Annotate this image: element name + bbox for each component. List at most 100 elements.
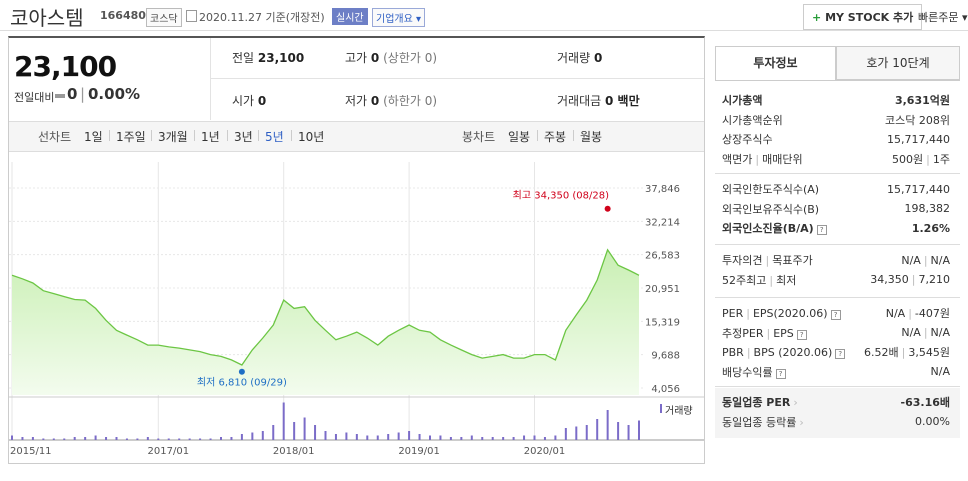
volume-bar xyxy=(324,431,327,440)
row-label-group: 시가총액순위 xyxy=(722,112,783,128)
tab-sep xyxy=(537,130,538,141)
volume-bar xyxy=(387,434,390,440)
tab-invest[interactable]: 투자정보 xyxy=(715,46,836,80)
candle-tab[interactable]: 주봉 xyxy=(544,130,567,144)
row-value-group: N/A xyxy=(931,365,950,378)
row-label-group: 외국인소진율(B/A)? xyxy=(722,220,827,236)
row-label: PBR xyxy=(722,345,744,359)
row-value: 500원 xyxy=(892,152,924,166)
candle-tab[interactable]: 일봉 xyxy=(508,130,531,144)
info-row: 투자의견 | 목표주가 N/A | N/A xyxy=(722,251,950,269)
period-tab[interactable]: 10년 xyxy=(298,130,325,144)
stock-name: 코아스템 xyxy=(10,6,84,30)
tab-sep xyxy=(258,130,259,141)
row-label-group: 추정PER | EPS? xyxy=(722,325,807,341)
row-value-group: 34,350 | 7,210 xyxy=(870,273,950,286)
section-rule xyxy=(715,173,960,174)
row-label: 외국인한도주식수(A) xyxy=(722,183,820,196)
row-label2: 최저 xyxy=(776,273,797,287)
volume-bar xyxy=(136,438,139,440)
volume-bar xyxy=(94,435,97,440)
row-label-group: 동일업종 PER › xyxy=(722,394,801,410)
divider xyxy=(211,78,704,79)
volume-bar xyxy=(31,437,34,440)
annotation-dot xyxy=(604,205,611,212)
volume-bar xyxy=(564,428,567,440)
volume-bar xyxy=(554,435,557,440)
volume-bar xyxy=(303,417,306,440)
info-value: 23,100 xyxy=(257,51,305,65)
row-label: 시가총액 xyxy=(722,94,763,107)
volume-bar xyxy=(543,437,546,440)
volume-bar xyxy=(355,434,358,440)
quick-order[interactable]: 빠른주문 ▾ xyxy=(918,11,968,24)
volume-bar xyxy=(84,437,87,440)
tab-orderbook[interactable]: 호가 10단계 xyxy=(836,46,960,80)
tab-rule xyxy=(715,80,960,81)
row-label: 시가총액순위 xyxy=(722,113,783,127)
overview-button[interactable]: 기업개요 ▾ xyxy=(372,8,426,27)
row-label-group: 동일업종 등락률 › xyxy=(722,414,807,430)
line-chart-label: 선차트 xyxy=(38,130,72,144)
volume-bar xyxy=(240,434,243,440)
row-value: N/A xyxy=(901,253,921,267)
volume-bar xyxy=(470,435,473,440)
row-label2: EPS xyxy=(773,326,794,340)
info-row: 동일업종 등락률 › 0.00% xyxy=(722,413,950,431)
period-tab[interactable]: 5년 xyxy=(265,130,284,144)
volume-bar xyxy=(533,435,536,440)
row-value-group: 15,717,440 xyxy=(887,183,950,196)
volume-bar xyxy=(397,432,400,440)
period-tab[interactable]: 3개월 xyxy=(158,130,188,144)
row-label: 액면가 xyxy=(722,152,753,166)
volume-bar xyxy=(251,432,254,440)
info-row: PER | EPS(2020.06)? N/A | -407원 xyxy=(722,304,950,322)
price-line xyxy=(11,248,640,366)
row-value: 1.26% xyxy=(911,221,950,235)
volume-bar xyxy=(293,422,296,440)
row-label-group: 배당수익률? xyxy=(722,364,786,380)
separator: | xyxy=(746,306,750,320)
separator: | xyxy=(923,326,928,339)
period-tab[interactable]: 3년 xyxy=(234,130,253,144)
calendar-icon xyxy=(186,10,197,22)
tab-sep xyxy=(291,130,292,141)
change-sep: | xyxy=(80,85,86,103)
row-label: 추정PER xyxy=(722,326,764,340)
row-value2: -407원 xyxy=(914,307,950,320)
row-label-group: PBR | BPS (2020.06)? xyxy=(722,345,846,359)
info-note: (하한가 0) xyxy=(383,94,438,108)
candle-tab[interactable]: 월봉 xyxy=(580,130,603,144)
info-label: 시가 xyxy=(232,94,255,108)
tab-bar xyxy=(9,121,704,152)
my-stock-button[interactable]: + MY STOCK 추가 xyxy=(803,4,923,30)
section-rule xyxy=(715,297,960,298)
volume-bar xyxy=(606,410,609,440)
realtime-badge[interactable]: 실시간 xyxy=(332,8,368,25)
flat-icon xyxy=(55,94,65,98)
row-label: 배당수익률 xyxy=(722,365,773,379)
x-tick-label: 2015/11 xyxy=(10,446,52,457)
volume-bar xyxy=(42,438,45,440)
row-value-group: 0.00% xyxy=(915,415,950,428)
info-value: 0 백만 xyxy=(605,94,640,108)
section-rule xyxy=(715,386,960,387)
period-tab[interactable]: 1년 xyxy=(201,130,220,144)
volume-bar xyxy=(512,437,515,440)
row-label-group: 상장주식수 xyxy=(722,131,773,147)
change-label: 전일대비 xyxy=(14,91,55,104)
row-label: 52주최고 xyxy=(722,273,767,287)
info-row: 추정PER | EPS? N/A | N/A xyxy=(722,324,950,342)
row-label: PER xyxy=(722,306,744,320)
annotation-label: 최고 34,350 (08/28) xyxy=(513,190,609,202)
row-label: 투자의견 xyxy=(722,254,763,267)
volume-legend-icon xyxy=(660,404,662,413)
info-label: 거래량 xyxy=(557,51,591,65)
info-cell: 거래량 0 xyxy=(557,49,602,66)
period-tab[interactable]: 1주일 xyxy=(116,130,146,144)
separator: | xyxy=(746,345,751,359)
row-value: 3,631억원 xyxy=(894,94,950,107)
row-value-group: -63.16배 xyxy=(901,394,950,410)
change-rate: 0.00% xyxy=(88,85,141,103)
period-tab[interactable]: 1일 xyxy=(84,130,103,144)
